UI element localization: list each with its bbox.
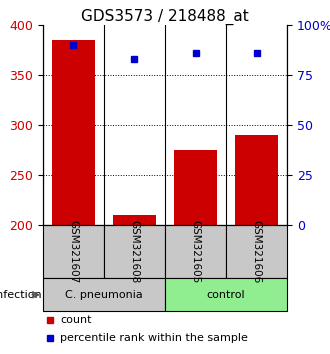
Text: control: control [207, 290, 246, 300]
Bar [174, 150, 217, 225]
Bar [165, 225, 226, 279]
Bar [52, 40, 95, 225]
Bar [113, 215, 156, 225]
Text: GSM321606: GSM321606 [251, 220, 262, 284]
Text: GSM321608: GSM321608 [129, 220, 140, 284]
Bar [43, 279, 165, 311]
Text: C. pneumonia: C. pneumonia [65, 290, 143, 300]
Bar [165, 279, 287, 311]
Bar [226, 225, 287, 279]
Bar [235, 135, 278, 225]
Title: GDS3573 / 218488_at: GDS3573 / 218488_at [81, 8, 249, 25]
Text: percentile rank within the sample: percentile rank within the sample [60, 333, 248, 343]
Text: count: count [60, 315, 91, 325]
Text: GSM321607: GSM321607 [68, 220, 79, 284]
Bar [43, 225, 104, 279]
Text: GSM321605: GSM321605 [190, 220, 201, 284]
Text: infection: infection [0, 290, 42, 300]
Bar [104, 225, 165, 279]
